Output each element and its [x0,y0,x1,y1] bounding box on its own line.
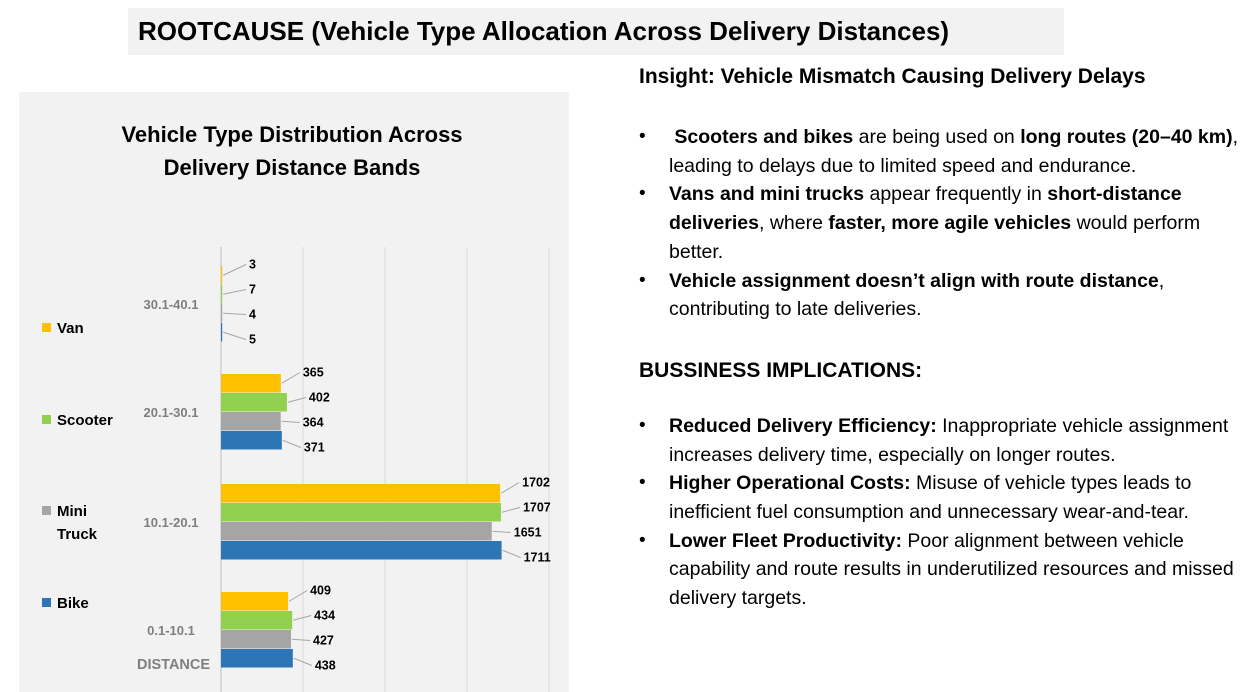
data-label: 438 [315,659,336,673]
data-label: 4 [249,308,256,322]
implications-heading: BUSSINESS IMPLICATIONS: [639,358,923,382]
implication-bullet: Higher Operational Costs: Misuse of vehi… [639,469,1239,526]
insight-bullet-text: short-distance deliveries [669,183,1182,235]
data-label-leader [293,615,312,621]
insight-bullet-text: are being used on [853,126,1021,148]
bar [221,393,287,412]
axis-title: DISTANCE [137,657,210,673]
insight-heading: Insight: Vehicle Mismatch Causing Delive… [639,65,1146,88]
data-label-leader [288,590,308,602]
data-label-leader [222,264,247,276]
data-label-leader [492,530,511,533]
insight-bullet-text: long routes (20–40 km) [1020,126,1233,148]
vehicle-distribution-chart: Vehicle Type Distribution Across Deliver… [42,122,551,692]
data-label: 3 [249,258,256,272]
legend-label: Bike [57,595,89,612]
chart-title-line-1: Vehicle Type Distribution Across [121,122,462,147]
category-label: 20.1-30.1 [144,405,199,420]
implication-bullet: Reduced Delivery Efficiency: Inappropria… [639,412,1239,469]
data-label-leader [501,507,521,513]
insight-bullet-text: Scooters and bikes [669,126,854,148]
text-panel: Insight: Vehicle Mismatch Causing Delive… [639,60,1239,613]
implication-bullet-text: Lower Fleet Productivity: [669,529,902,552]
legend-swatch [42,415,51,424]
data-label-leader [291,638,311,641]
legend-label: Van [57,320,84,337]
data-label-leader [223,331,247,340]
data-label: 409 [310,584,331,598]
chart-title-line-2: Delivery Distance Bands [164,155,421,180]
insight-bullet-text: Vans and mini trucks [669,183,865,206]
legend-label: Mini Truck [57,503,98,543]
legend-swatch [42,506,51,515]
insight-bullet: Vans and mini trucks appear frequently i… [639,180,1239,266]
data-label-leader [500,482,520,494]
insight-list: Scooters and bikes are being used on lon… [639,123,1239,324]
bar [221,266,223,285]
legend-swatch [42,323,51,332]
bar [221,611,293,630]
data-label: 5 [249,333,256,347]
bar [221,285,223,304]
legend-label: Scooter [57,412,113,429]
implication-bullet-text: Inappropriate vehicle assignment increas… [669,414,1229,466]
category-label: 10.1-20.1 [144,515,199,530]
data-label: 1651 [514,526,542,540]
implication-bullet: Lower Fleet Productivity: Poor alignment… [639,527,1239,613]
data-label: 1702 [522,476,550,490]
bar [221,323,223,342]
bar [221,412,281,431]
data-label: 434 [314,609,335,623]
implication-bullet-text: Misuse of vehicle types leads to ineffic… [669,472,1192,524]
bar [221,304,223,323]
data-label: 402 [309,391,330,405]
data-label-leader [282,439,302,448]
data-label-leader [281,420,300,423]
bar [221,522,492,541]
data-label: 1707 [523,501,551,515]
chart-panel: Vehicle Type Distribution Across Deliver… [19,92,569,692]
page-title: ROOTCAUSE (Vehicle Type Allocation Acros… [128,8,1064,55]
implication-bullet-text: Poor alignment between vehicle capabilit… [669,529,1234,610]
data-label-leader [223,312,247,315]
category-label: 30.1-40.1 [144,297,199,312]
bar [221,484,501,503]
bar [221,630,292,649]
data-label-leader [293,657,313,666]
data-label-leader [281,372,301,384]
insight-bullet-text: , leading to delays due to limited speed… [669,126,1239,177]
data-label: 365 [303,366,324,380]
insight-bullet-text: , contributing to late deliveries. [669,269,1165,321]
insight-bullet-text: faster, more agile vehicles [828,212,1072,235]
category-label: 0.1-10.1 [147,623,195,638]
data-label: 364 [303,416,324,430]
legend-swatch [42,598,51,607]
bar [221,374,281,393]
data-label-leader [287,397,307,403]
bar [221,592,289,611]
data-label: 1711 [524,551,551,565]
data-label: 7 [249,283,256,297]
data-label-leader [502,549,521,558]
insight-bullet-text: would perform better. [669,212,1201,263]
bar [221,503,501,522]
implication-bullet-text: Reduced Delivery Efficiency: [669,414,937,437]
category-labels: 0.1-10.1 10.1-20.1 20.1-30.1 30.1-40.1 [144,297,199,638]
data-label: 371 [304,441,325,455]
insight-bullet: Scooters and bikes are being used on lon… [639,123,1239,180]
bar [221,431,282,450]
data-label: 427 [313,634,334,648]
implication-bullet-text: Higher Operational Costs: [669,472,911,495]
bar [221,649,293,668]
bar [221,541,502,560]
insight-bullet-text: , where [758,212,829,235]
implications-list: Reduced Delivery Efficiency: Inappropria… [639,412,1239,613]
legend: Van Scooter Mini Truck Bike [42,320,113,612]
data-label-leader [223,289,247,295]
insight-bullet-text: appear frequently in [864,183,1048,206]
bars: 438 427 434 409 1711 1651 1707 1702 371 364 402 365… [221,258,551,673]
insight-bullet-text: Vehicle assignment doesn’t align with ro… [669,269,1159,292]
insight-bullet: Vehicle assignment doesn’t align with ro… [639,267,1239,324]
